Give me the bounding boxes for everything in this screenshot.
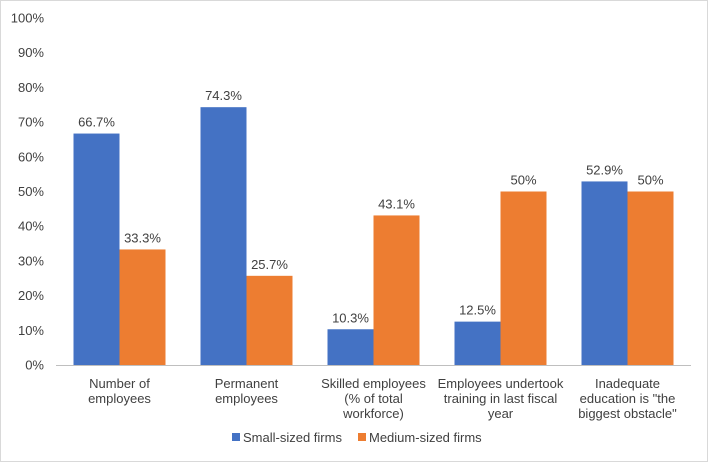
category-label-line: workforce) [342,406,404,421]
bar [119,249,166,365]
y-tick-label: 80% [18,80,44,95]
y-tick-label: 70% [18,115,44,130]
y-tick-label: 40% [18,219,44,234]
bar [200,107,247,365]
category-label-line: Permanent [215,376,279,391]
bar [500,191,547,365]
y-tick-label: 20% [18,288,44,303]
data-labels: 66.7% 33.3% 74.3% 25.7% 10.3% 43.1% 12.5% 50% 52… [78,88,664,325]
y-axis-tick-labels: 0% 10% 20% 30% 40% 50% 60% 70% 80% 90% 100% [11,11,45,373]
data-label: 50% [637,173,663,188]
category-label-line: biggest obstacle" [578,406,677,421]
category-label: Skilled employees (% of total workforce) [321,376,426,421]
category-label-line: (% of total [344,391,403,406]
data-label: 10.3% [332,310,369,325]
y-tick-label: 50% [18,184,44,199]
data-label: 12.5% [459,303,496,318]
y-tick-label: 0% [25,358,44,373]
category-label-line: year [488,406,514,421]
category-label-line: training in last fiscal [444,391,558,406]
legend-swatch [232,433,240,441]
category-label-line: Skilled employees [321,376,426,391]
data-label: 25.7% [251,257,288,272]
y-tick-label: 90% [18,45,44,60]
category-label: Employees undertook training in last fisc… [438,376,564,421]
legend-swatch [358,433,366,441]
bar [246,275,293,365]
category-label: Inadequate education is "the biggest obsta… [578,376,677,421]
data-label: 66.7% [78,115,115,130]
legend-label: Medium-sized firms [369,430,482,445]
y-tick-label: 60% [18,149,44,164]
bar [73,133,120,365]
y-tick-label: 10% [18,323,44,338]
category-label-line: Inadequate [595,376,660,391]
data-label: 74.3% [205,88,242,103]
bar [581,181,628,365]
data-label: 50% [510,173,536,188]
category-label-line: employees [88,391,151,406]
bar [327,329,374,365]
y-tick-label: 100% [11,11,45,26]
category-label: Number of employees [88,376,151,406]
category-label-line: Number of [89,376,150,391]
category-label-line: education is "the [580,391,676,406]
legend: Small-sized firms Medium-sized firms [232,430,482,445]
bar [373,215,420,365]
data-label: 52.9% [586,162,623,177]
bar [627,191,674,365]
data-label: 43.1% [378,196,415,211]
data-label: 33.3% [124,230,161,245]
category-label-line: employees [215,391,278,406]
y-tick-label: 30% [18,253,44,268]
bar [454,321,501,365]
bar-marks [73,107,674,365]
category-label: Permanent employees [215,376,279,406]
legend-label: Small-sized firms [243,430,342,445]
category-label-line: Employees undertook [438,376,564,391]
